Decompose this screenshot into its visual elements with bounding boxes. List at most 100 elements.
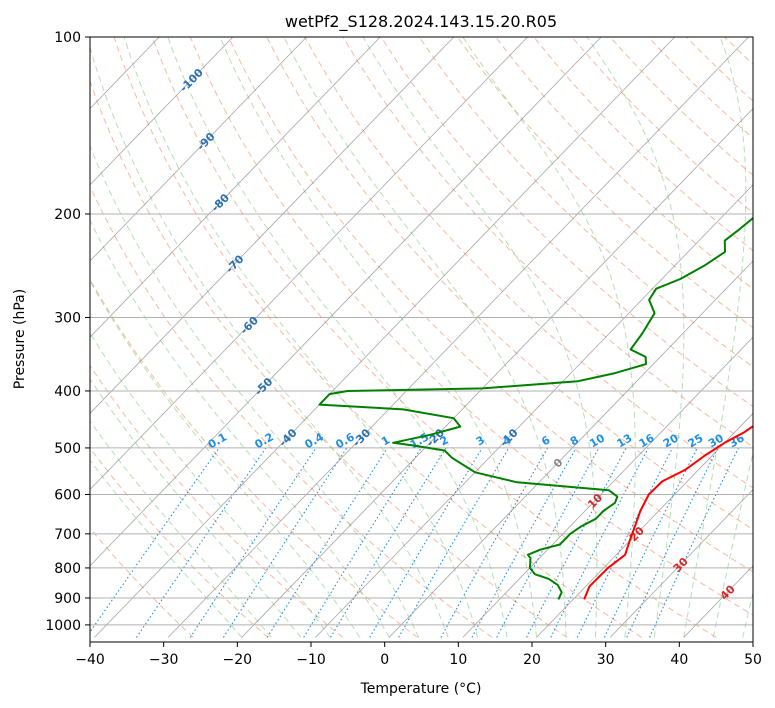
x-tick-label: 10 (449, 652, 467, 668)
x-tick-label: 40 (670, 652, 688, 668)
dry-adiabat (90, 79, 568, 638)
moist-adiabat (90, 332, 331, 638)
mixing-ratio-line (526, 447, 627, 638)
dry-adiabats (90, 37, 753, 638)
isotherm (536, 412, 753, 638)
isotherm (90, 37, 528, 491)
mixing-ratio-label: 1 (379, 433, 392, 448)
dry-adiabat (533, 37, 753, 252)
isotherm (90, 37, 307, 262)
plot-frame (89, 36, 754, 643)
dry-adiabat (342, 37, 753, 448)
line-labels: -100-90-80-70-60-50-40 -30 -20 -10010203040… (177, 66, 747, 603)
mixing-ratio-line (576, 447, 674, 638)
mixing-ratio-line (136, 447, 267, 638)
mixing-ratio-line (550, 447, 649, 638)
isotherm (241, 107, 753, 638)
moist-adiabat (742, 590, 753, 638)
y-tick-label: 300 (54, 311, 81, 327)
x-tick-label: −20 (223, 652, 253, 668)
mixing-ratio-line (330, 447, 447, 638)
mixing-ratio-line (90, 447, 220, 633)
isotherms (0, 37, 775, 638)
dry-adiabat (571, 37, 753, 214)
dry-adiabat (113, 37, 642, 638)
isotherm (90, 37, 602, 567)
x-axis-label: Temperature (°C) (360, 681, 482, 697)
dry-adiabat (90, 364, 344, 638)
mixing-ratio-line (189, 447, 317, 638)
isotherm (90, 37, 234, 186)
isotherm-label: -100 (177, 66, 206, 95)
isotherm (315, 184, 753, 638)
moist-adiabat (586, 37, 685, 638)
mixing-ratio-line (303, 447, 422, 638)
mixing-ratio-line (398, 447, 510, 638)
dry-adiabat (90, 447, 269, 638)
dry-adiabat (609, 37, 753, 176)
moist-adiabat (462, 37, 636, 638)
mixing-ratio-line (440, 447, 549, 638)
x-tick-label: 20 (523, 652, 541, 668)
moist-adiabat (90, 45, 449, 638)
moist-adiabat (123, 37, 479, 638)
y-tick-label: 100 (54, 30, 81, 46)
x-tick-label: −30 (149, 652, 179, 668)
moist-adiabat (712, 450, 753, 638)
dry-adiabat (90, 185, 493, 638)
y-tick-label: 700 (54, 527, 81, 543)
chart-title: wetPf2_S128.2024.143.15.20.R05 (285, 12, 557, 32)
isotherm (388, 260, 753, 638)
isotherm (90, 37, 455, 414)
moist-adiabat (90, 378, 302, 638)
x-axis-ticks: −40 −30 −20 −10 0 10 20 30 40 50 (75, 642, 762, 668)
moist-adiabat (90, 279, 361, 638)
y-tick-label: 400 (54, 384, 81, 400)
y-tick-label: 900 (54, 591, 81, 607)
dry-adiabat (90, 527, 194, 638)
isobars (90, 37, 753, 626)
y-axis-label: Pressure (hPa) (12, 289, 28, 389)
dewpoint-profile (318, 216, 753, 600)
x-tick-label: 0 (380, 652, 389, 668)
mixing-ratio-label: 2 (438, 433, 451, 448)
moist-adiabat (283, 37, 567, 638)
isotherm (167, 37, 749, 638)
mixing-ratio-label: 6 (539, 433, 552, 448)
moist-adiabat (167, 37, 508, 638)
moist-adiabats (90, 37, 753, 638)
background-lines (0, 37, 775, 638)
mixing-ratio-lines (90, 447, 739, 638)
isotherm (757, 37, 775, 637)
mixing-ratio-line (266, 447, 388, 638)
y-tick-label: 200 (54, 207, 81, 223)
moist-adiabat (362, 37, 598, 638)
isotherm (0, 37, 12, 637)
x-tick-label: 50 (744, 652, 762, 668)
y-tick-label: 500 (54, 441, 81, 457)
x-tick-label: 30 (597, 652, 615, 668)
dry-adiabat (304, 37, 753, 489)
profile-lines (318, 216, 753, 600)
y-tick-label: 800 (54, 561, 81, 577)
moist-adiabat (683, 37, 747, 638)
dry-adiabat (495, 37, 753, 290)
y-tick-label: 1000 (45, 618, 81, 634)
moist-adiabat (90, 459, 243, 638)
mixing-ratio-line (369, 447, 483, 638)
y-axis-ticks: 100 200 300 400 500 600 700 800 900 1000 (45, 30, 90, 634)
moist-adiabat (90, 219, 390, 638)
isotherm (462, 336, 753, 638)
isotherm (90, 37, 381, 338)
dry-adiabat (189, 37, 753, 616)
mixing-ratio-line (649, 447, 739, 638)
dry-adiabat (456, 37, 753, 329)
isotherm (609, 489, 753, 638)
x-tick-label: −10 (296, 652, 326, 668)
isotherm (94, 37, 676, 638)
mixing-ratio-line (222, 447, 348, 638)
dry-adiabat (647, 37, 753, 139)
dry-adiabat (90, 278, 418, 638)
